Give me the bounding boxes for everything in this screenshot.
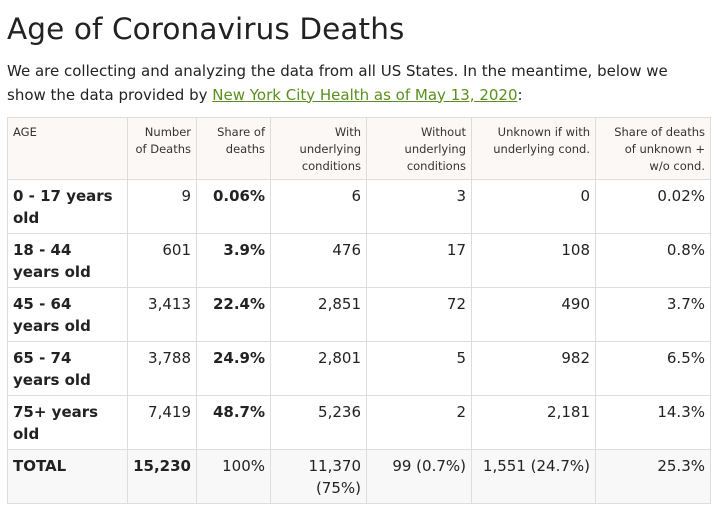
table-cell: 72 <box>366 287 472 342</box>
table-cell: 3.9% <box>196 233 271 288</box>
intro-text-end: : <box>517 85 523 104</box>
total-cell: 11,370 (75%) <box>270 449 367 504</box>
table-cell: 0 <box>471 179 596 234</box>
table-row: 75+ years old 7,419 48.7% 5,236 2 2,181 … <box>7 395 711 450</box>
table-cell: 3,788 <box>127 341 197 396</box>
table-cell: 3,413 <box>127 287 197 342</box>
intro-text: We are collecting and analyzing the data… <box>7 62 668 104</box>
nyc-health-link[interactable]: New York City Health as of May 13, 2020 <box>212 85 518 104</box>
age-group-cell: 75+ years old <box>7 395 128 450</box>
age-group-cell: 0 - 17 years old <box>7 179 128 234</box>
table-cell: 2,801 <box>270 341 367 396</box>
column-header: Share of deaths <box>196 117 271 180</box>
table-row: 65 - 74 years old 3,788 24.9% 2,801 5 98… <box>7 341 711 396</box>
table-cell: 2,181 <box>471 395 596 450</box>
total-cell: 100% <box>196 449 271 504</box>
total-cell: 25.3% <box>595 449 711 504</box>
table-cell: 982 <box>471 341 596 396</box>
table-header-row: AGE Number of Deaths Share of deaths Wit… <box>7 117 711 180</box>
table-cell: 490 <box>471 287 596 342</box>
table-cell: 14.3% <box>595 395 711 450</box>
table-row: 45 - 64 years old 3,413 22.4% 2,851 72 4… <box>7 287 711 342</box>
intro-paragraph: We are collecting and analyzing the data… <box>7 60 709 107</box>
table-cell: 2 <box>366 395 472 450</box>
table-row: 0 - 17 years old 9 0.06% 6 3 0 0.02% <box>7 179 711 234</box>
column-header: Share of deaths of unknown + w/o cond. <box>595 117 711 180</box>
table-cell: 108 <box>471 233 596 288</box>
total-cell: 99 (0.7%) <box>366 449 472 504</box>
table-cell: 6 <box>270 179 367 234</box>
table-row: 18 - 44 years old 601 3.9% 476 17 108 0.… <box>7 233 711 288</box>
table-cell: 0.02% <box>595 179 711 234</box>
age-group-cell: 65 - 74 years old <box>7 341 128 396</box>
table-cell: 22.4% <box>196 287 271 342</box>
table-cell: 9 <box>127 179 197 234</box>
table-cell: 24.9% <box>196 341 271 396</box>
table-cell: 476 <box>270 233 367 288</box>
article: Age of Coronavirus Deaths We are collect… <box>7 12 711 504</box>
total-cell: 15,230 <box>127 449 197 504</box>
column-header: With underlying conditions <box>270 117 367 180</box>
table-cell: 5,236 <box>270 395 367 450</box>
table-cell: 2,851 <box>270 287 367 342</box>
table-cell: 17 <box>366 233 472 288</box>
table-cell: 48.7% <box>196 395 271 450</box>
column-header: Unknown if with underlying cond. <box>471 117 596 180</box>
table-cell: 0.8% <box>595 233 711 288</box>
column-header: Without underlying conditions <box>366 117 472 180</box>
table-cell: 0.06% <box>196 179 271 234</box>
total-label-cell: TOTAL <box>7 449 128 504</box>
table-cell: 6.5% <box>595 341 711 396</box>
page-title: Age of Coronavirus Deaths <box>7 12 405 46</box>
table-cell: 3.7% <box>595 287 711 342</box>
table-cell: 5 <box>366 341 472 396</box>
table-cell: 601 <box>127 233 197 288</box>
deaths-by-age-table: AGE Number of Deaths Share of deaths Wit… <box>7 117 711 504</box>
column-header: AGE <box>7 117 128 180</box>
total-row: TOTAL 15,230 100% 11,370 (75%) 99 (0.7%)… <box>7 449 711 504</box>
age-group-cell: 18 - 44 years old <box>7 233 128 288</box>
age-group-cell: 45 - 64 years old <box>7 287 128 342</box>
column-header: Number of Deaths <box>127 117 197 180</box>
total-cell: 1,551 (24.7%) <box>471 449 596 504</box>
table-cell: 3 <box>366 179 472 234</box>
table-cell: 7,419 <box>127 395 197 450</box>
